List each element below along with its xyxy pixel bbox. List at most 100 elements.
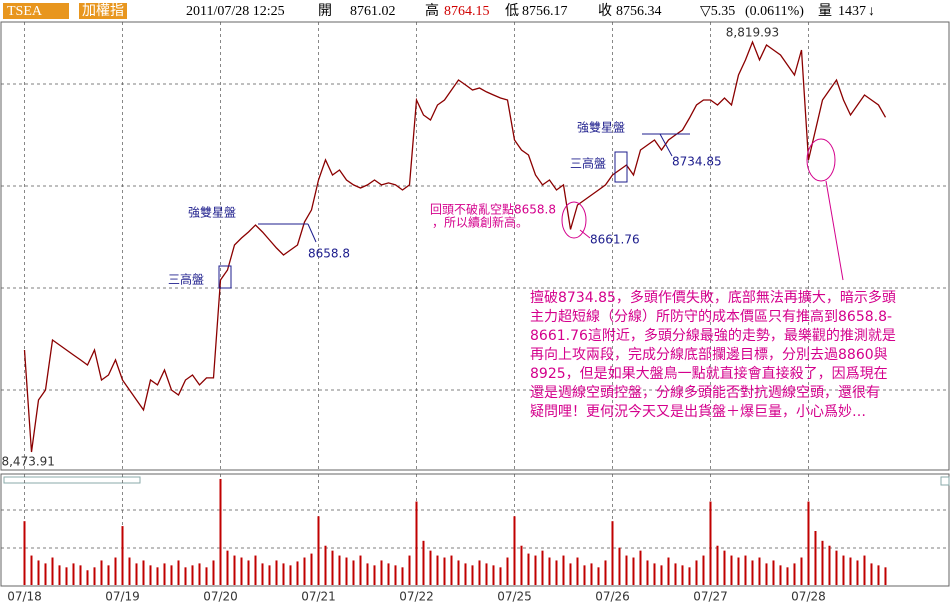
volume-bar bbox=[233, 555, 236, 585]
price-line bbox=[23, 40, 887, 453]
volume-bar bbox=[226, 550, 229, 585]
volume-bar bbox=[44, 563, 47, 585]
pointer bbox=[659, 133, 673, 157]
low-label: 低 bbox=[505, 3, 519, 19]
note-line: 再向上攻兩段，完成分線底部攔邊目標，分別去過8860與 bbox=[530, 347, 888, 363]
volume-bar bbox=[163, 563, 166, 585]
symbol-box bbox=[3, 3, 69, 19]
annotation: 三高盤 bbox=[570, 156, 606, 171]
volume-bar bbox=[520, 545, 523, 585]
volume-bar bbox=[583, 565, 586, 585]
volume-bar bbox=[380, 560, 383, 585]
volume-bar bbox=[457, 560, 460, 585]
min-label: 8,473.91 bbox=[1, 454, 54, 468]
price-frame bbox=[0, 21, 950, 471]
volume-bar bbox=[51, 557, 54, 585]
volume-bar bbox=[366, 563, 369, 585]
volume-bar bbox=[730, 555, 733, 585]
x-tick-label: 07/20 bbox=[203, 590, 238, 604]
volume-bar bbox=[289, 565, 292, 585]
volume-bar bbox=[870, 563, 873, 585]
volume-bar bbox=[590, 563, 593, 585]
volume-bar bbox=[72, 563, 75, 585]
annotation: 8658.8 bbox=[308, 247, 350, 261]
volume-bar bbox=[282, 563, 285, 585]
volume-bar bbox=[800, 557, 803, 585]
volume-bar bbox=[835, 550, 838, 585]
volume-bar bbox=[23, 521, 26, 585]
name-box bbox=[79, 3, 127, 19]
volume-bar bbox=[247, 560, 250, 585]
index-name: 加權指 bbox=[82, 3, 124, 19]
annotation: 三高盤 bbox=[168, 272, 204, 287]
volume-bar bbox=[506, 557, 509, 585]
circle bbox=[561, 201, 587, 239]
change: ▽5.35 bbox=[700, 4, 735, 19]
pointer bbox=[307, 223, 317, 243]
volume-bar bbox=[793, 563, 796, 585]
volume-frame bbox=[0, 473, 950, 587]
volume-bar bbox=[471, 565, 474, 585]
volume-bar bbox=[660, 565, 663, 585]
pointer bbox=[579, 229, 591, 239]
volume-bar bbox=[576, 557, 579, 585]
volume-bar bbox=[30, 555, 33, 585]
note-line: 擅破8734.85，多頭作價失敗，底部無法再擴大，暗示多頭 bbox=[530, 289, 896, 306]
note-line: 8661.76這附近，多頭分線最強的走勢，最樂觀的推測就是 bbox=[530, 327, 896, 344]
volume-bar bbox=[849, 557, 852, 585]
close-label: 收 bbox=[598, 3, 612, 19]
volume-bar bbox=[142, 560, 145, 585]
volume-bar bbox=[716, 545, 719, 585]
volume-bar bbox=[275, 560, 278, 585]
volume-bar bbox=[842, 555, 845, 585]
volume-bar bbox=[324, 545, 327, 585]
volume-bar bbox=[177, 560, 180, 585]
x-tick-label: 07/25 bbox=[497, 590, 532, 604]
volume-bar bbox=[863, 555, 866, 585]
volume-bar bbox=[772, 560, 775, 585]
volume-bar bbox=[814, 531, 817, 585]
note-line: 主力超短線（分線）所防守的成本價區只有推高到8658.8- bbox=[530, 308, 892, 325]
x-tick-label: 07/18 bbox=[7, 590, 42, 604]
volume-bar bbox=[331, 550, 334, 585]
volume-bar bbox=[387, 563, 390, 585]
volume-bar bbox=[135, 563, 138, 585]
volume-bar bbox=[408, 555, 411, 585]
volume: 1437 bbox=[838, 4, 866, 19]
volume-bar bbox=[611, 521, 614, 585]
volume-bar bbox=[709, 501, 712, 585]
volume-bar bbox=[534, 555, 537, 585]
volume-bar bbox=[373, 565, 376, 585]
open-label: 開 bbox=[318, 4, 332, 19]
volume-bar bbox=[492, 565, 495, 585]
volume-bar bbox=[548, 557, 551, 585]
volume-bar bbox=[856, 560, 859, 585]
x-tick-label: 07/26 bbox=[595, 590, 630, 604]
volume-bar bbox=[464, 563, 467, 585]
volume-bar bbox=[478, 560, 481, 585]
volume-bar bbox=[93, 567, 96, 585]
volume-bar bbox=[541, 550, 544, 585]
volume-bar bbox=[625, 555, 628, 585]
datetime: 2011/07/28 12:25 bbox=[186, 4, 285, 19]
volume-bar bbox=[436, 555, 439, 585]
volume-bar bbox=[79, 565, 82, 585]
scrollbar bbox=[3, 476, 141, 484]
volume-bar bbox=[569, 563, 572, 585]
pointer bbox=[825, 180, 844, 281]
open: 8761.02 bbox=[350, 4, 396, 19]
note: 擅破8734.85，多頭作價失敗，底部無法再擴大，暗示多頭主力超短線（分線）所防… bbox=[530, 289, 896, 420]
volume-bar bbox=[261, 563, 264, 585]
scroll-button bbox=[940, 476, 950, 486]
volume-bar bbox=[401, 567, 404, 585]
volume-bar bbox=[121, 526, 124, 585]
volume-bar bbox=[296, 561, 299, 585]
volume-bar bbox=[681, 565, 684, 585]
volume-bar bbox=[744, 555, 747, 585]
blue-marks bbox=[218, 133, 690, 289]
volume-bar bbox=[639, 550, 642, 585]
volume-bar bbox=[310, 553, 313, 585]
annotation: ，所以續創新高。 bbox=[432, 215, 528, 230]
